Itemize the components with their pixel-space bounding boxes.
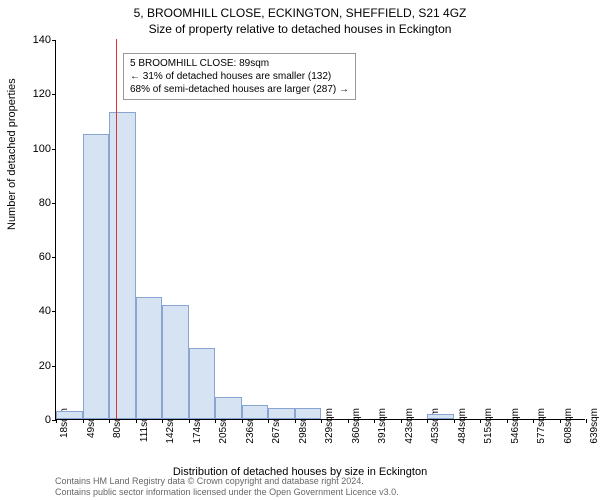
- footer-line-1: Contains HM Land Registry data © Crown c…: [55, 476, 399, 487]
- x-tick-mark: [586, 419, 587, 423]
- x-tick-mark: [109, 419, 110, 423]
- x-tick-mark: [507, 419, 508, 423]
- y-tick-label: 20: [21, 360, 51, 372]
- x-tick-label: 329sqm: [324, 408, 335, 448]
- y-tick-mark: [52, 257, 56, 258]
- x-tick-mark: [136, 419, 137, 423]
- x-tick-label: 484sqm: [457, 408, 468, 448]
- x-tick-mark: [374, 419, 375, 423]
- y-tick-label: 120: [21, 88, 51, 100]
- annotation-line-1: 5 BROOMHILL CLOSE: 89sqm: [130, 57, 349, 70]
- x-tick-mark: [401, 419, 402, 423]
- x-tick-mark: [454, 419, 455, 423]
- property-marker-line: [116, 39, 117, 419]
- y-tick-label: 0: [21, 414, 51, 426]
- y-tick-mark: [52, 203, 56, 204]
- plot-area: 02040608010012014018sqm49sqm80sqm111sqm1…: [55, 40, 585, 420]
- x-tick-mark: [56, 419, 57, 423]
- x-tick-mark: [83, 419, 84, 423]
- footer-line-2: Contains public sector information licen…: [55, 487, 399, 498]
- histogram-bar: [136, 297, 163, 419]
- chart-title-sub: Size of property relative to detached ho…: [0, 20, 600, 36]
- x-tick-label: 546sqm: [510, 408, 521, 448]
- histogram-bar: [109, 112, 136, 419]
- y-tick-label: 60: [21, 251, 51, 263]
- x-tick-mark: [242, 419, 243, 423]
- y-tick-mark: [52, 94, 56, 95]
- x-tick-label: 608sqm: [563, 408, 574, 448]
- y-tick-mark: [52, 149, 56, 150]
- x-tick-mark: [162, 419, 163, 423]
- annotation-box: 5 BROOMHILL CLOSE: 89sqm← 31% of detache…: [123, 53, 356, 100]
- chart-title-main: 5, BROOMHILL CLOSE, ECKINGTON, SHEFFIELD…: [0, 0, 600, 20]
- y-tick-mark: [52, 40, 56, 41]
- histogram-bar: [56, 411, 83, 419]
- x-tick-mark: [427, 419, 428, 423]
- x-tick-label: 515sqm: [483, 408, 494, 448]
- x-tick-mark: [321, 419, 322, 423]
- histogram-bar: [83, 134, 110, 419]
- y-axis-label: Number of detached properties: [6, 78, 18, 230]
- x-tick-label: 391sqm: [377, 408, 388, 448]
- x-tick-label: 423sqm: [404, 408, 415, 448]
- y-tick-label: 100: [21, 143, 51, 155]
- x-tick-mark: [295, 419, 296, 423]
- histogram-bar: [427, 414, 454, 419]
- histogram-bar: [295, 408, 322, 419]
- x-tick-mark: [348, 419, 349, 423]
- annotation-line-3: 68% of semi-detached houses are larger (…: [130, 83, 349, 96]
- y-tick-mark: [52, 366, 56, 367]
- y-tick-label: 140: [21, 34, 51, 46]
- x-tick-mark: [480, 419, 481, 423]
- histogram-bar: [242, 405, 269, 419]
- chart-container: 02040608010012014018sqm49sqm80sqm111sqm1…: [55, 40, 585, 420]
- histogram-bar: [189, 348, 216, 419]
- x-tick-mark: [268, 419, 269, 423]
- x-tick-mark: [533, 419, 534, 423]
- histogram-bar: [268, 408, 295, 419]
- annotation-line-2: ← 31% of detached houses are smaller (13…: [130, 70, 349, 83]
- x-tick-label: 577sqm: [536, 408, 547, 448]
- histogram-bar: [162, 305, 189, 419]
- y-tick-label: 80: [21, 197, 51, 209]
- x-tick-label: 360sqm: [351, 408, 362, 448]
- x-tick-mark: [189, 419, 190, 423]
- histogram-bar: [215, 397, 242, 419]
- x-tick-label: 639sqm: [589, 408, 600, 448]
- x-tick-mark: [560, 419, 561, 423]
- y-tick-mark: [52, 311, 56, 312]
- x-tick-mark: [215, 419, 216, 423]
- y-tick-label: 40: [21, 305, 51, 317]
- footer-attribution: Contains HM Land Registry data © Crown c…: [55, 476, 399, 498]
